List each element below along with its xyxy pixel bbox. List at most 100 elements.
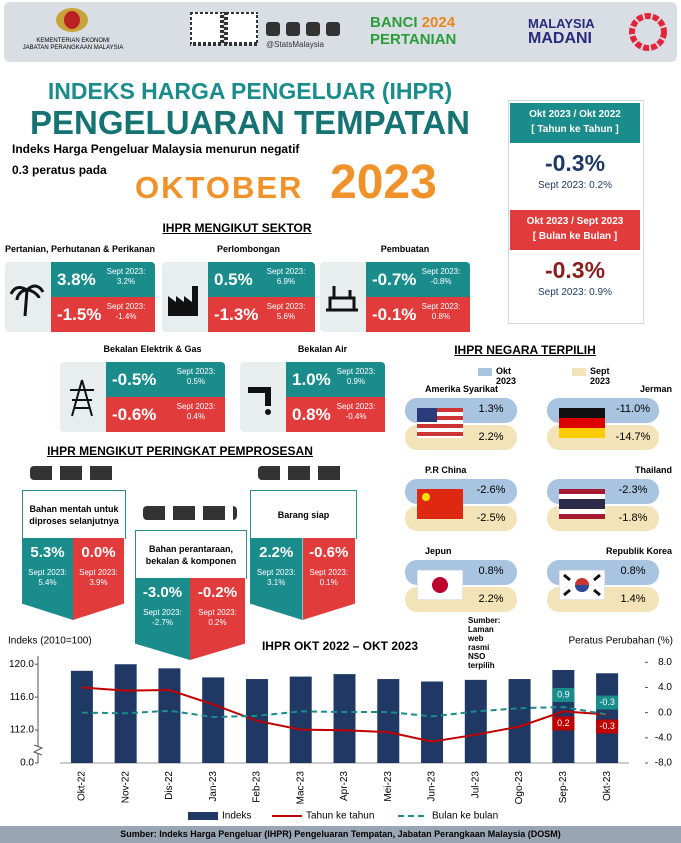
census-word: PERTANIAN <box>370 31 457 48</box>
section-heading: IHPR MENGIKUT SEKTOR <box>162 221 312 235</box>
madani: MALAYSIA MADANI <box>528 16 595 47</box>
legend-label: Bulan ke bulan <box>432 811 498 822</box>
x-tick-label: Jun-23 <box>427 771 438 802</box>
sector-card: 1.0% Sept 2023: 0.9% 0.8% Sept 2023: -0.4% <box>240 362 385 432</box>
flag <box>417 489 463 519</box>
sector-value: -0.1% <box>372 305 417 324</box>
department: JABATAN PERANGKAAN MALAYSIA <box>22 45 124 51</box>
y2-tick-label: 8.0 <box>658 657 672 668</box>
stage-value: 2.2% <box>259 544 294 561</box>
stage-prev: Sept 2023: 0.1% <box>309 568 349 587</box>
flag-shape <box>417 489 463 519</box>
sector-icon <box>322 276 364 318</box>
legend-label: Indeks <box>222 811 251 822</box>
y2-tick-label: -8,0 <box>655 758 673 769</box>
data-label-bg <box>552 687 575 702</box>
stage-name: Bahan mentah untuk diproses selanjutnya <box>29 504 119 526</box>
stage-prev: Sept 2023: -2.7% <box>143 608 182 627</box>
country-name: Amerika Syarikat <box>425 384 499 394</box>
bar <box>289 676 312 763</box>
stage-value: -3.0% <box>142 584 183 601</box>
x-tick-label: Ogo-23 <box>514 771 525 805</box>
x-tick-label: Dis-22 <box>164 771 175 800</box>
legend-swatch <box>478 368 492 376</box>
sector-band: 3.8% Sept 2023: 3.2% <box>51 262 155 297</box>
stage-name: Bahan perantaraan, bekalan & komponen <box>145 544 237 566</box>
census-year: 2024 <box>421 14 456 31</box>
flag <box>559 489 605 519</box>
legend-swatch <box>188 812 218 820</box>
sector-value: 0.8% <box>292 405 331 424</box>
line <box>81 686 608 743</box>
headline-value: -0.3% <box>544 257 606 283</box>
stage-value: -0.2% <box>197 584 238 601</box>
x-tick-label: Jul-23 <box>470 771 481 799</box>
title-line1: INDEKS HARGA PENGELUAR (IHPR) <box>47 78 453 104</box>
stage-name-box: Barang siap <box>250 490 357 539</box>
stage-icons <box>30 466 116 480</box>
stage-band: -0.6% Sept 2023: 0.1% <box>302 538 355 620</box>
headline-frame <box>508 100 644 324</box>
stage-prev: Sept 2023: 5.4% <box>28 568 67 587</box>
bar <box>421 681 444 763</box>
sector-value: -1.5% <box>57 305 102 324</box>
flag <box>417 408 463 438</box>
y-tick-label: 112.0 <box>10 725 35 736</box>
sector-prev: Sept 2023: 0.5% <box>176 367 216 386</box>
y-tick-label: 120.0 <box>9 659 34 670</box>
icon <box>248 387 271 415</box>
icon <box>70 379 94 417</box>
flag <box>558 569 606 601</box>
sector-name: Bekalan Elektrik & Gas <box>103 344 202 354</box>
flag-shape <box>417 408 463 438</box>
month: OKTOBER <box>135 170 304 205</box>
country-name: Republik Korea <box>605 546 672 556</box>
flag-shape <box>558 569 606 601</box>
sector-value: -0.7% <box>372 270 417 289</box>
headline-kind: [ Tahun ke Tahun ] <box>531 124 619 135</box>
chart: IHPR OKT 2022 – OKT 2023 Indeks (2010=100… <box>8 636 673 822</box>
data-label-bg <box>552 716 575 731</box>
sector-name: Pembuatan <box>380 244 430 254</box>
flag-shape <box>559 408 605 438</box>
sector-band: -1.3% Sept 2023: 5.6% <box>208 297 315 332</box>
x-tick-label: Sep-23 <box>558 771 569 804</box>
stage-icons <box>143 506 237 520</box>
legend-label: Okt 2023 <box>496 366 517 386</box>
sector-card: 3.8% Sept 2023: 3.2% -1.5% Sept 2023: -1.4% <box>5 262 155 332</box>
sector-band: -0.7% Sept 2023: -0.8% <box>366 262 470 297</box>
x-tick-label: Jan-23 <box>208 771 219 802</box>
country-previous: 1.4% <box>620 593 646 605</box>
sector-prev: Sept 2023: -0.8% <box>421 267 461 286</box>
sector-band: -0.5% Sept 2023: 0.5% <box>106 362 225 397</box>
y-tick-label: 116.0 <box>10 692 35 703</box>
social-handle: @StatsMalaysia <box>266 40 324 49</box>
flag-shape <box>416 569 464 601</box>
sector-prev: Sept 2023: -0.4% <box>336 402 376 421</box>
country-name: Jerman <box>639 384 672 394</box>
sector-value: 1.0% <box>292 370 331 389</box>
country-name: Thailand <box>634 465 672 475</box>
y2-tick-label: 0.0 <box>658 707 672 718</box>
stage-band: 5.3% Sept 2023: 5.4% <box>22 538 73 620</box>
x-tick-label: Mac-23 <box>295 771 306 805</box>
legend-label: Tahun ke tahun <box>306 811 374 822</box>
sector-value: 0.5% <box>214 270 253 289</box>
y2-axis-label: Peratus Perubahan (%) <box>568 636 673 647</box>
data-label: -0.3 <box>599 721 615 731</box>
headline-period: Okt 2023 / Okt 2022 <box>529 109 621 120</box>
crest <box>56 8 88 32</box>
sector-prev: Sept 2023: 0.9% <box>336 367 376 386</box>
social-icons <box>266 22 340 36</box>
stage-band: -0.2% Sept 2023: 0.2% <box>190 578 245 660</box>
headline-value: -0.3% <box>544 150 606 176</box>
country-previous: -2.5% <box>476 512 506 524</box>
y2-tick-label: -4.0 <box>655 732 673 743</box>
sector-band: 1.0% Sept 2023: 0.9% <box>286 362 385 397</box>
census-word: BANCI <box>370 14 418 31</box>
summary: Indeks Harga Pengeluar Malaysia menurun … <box>12 142 300 156</box>
flag <box>559 408 605 438</box>
icon <box>9 284 45 317</box>
title-line2: PENGELUARAN TEMPATAN <box>30 104 470 141</box>
